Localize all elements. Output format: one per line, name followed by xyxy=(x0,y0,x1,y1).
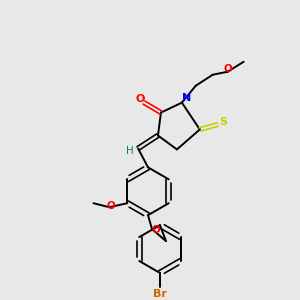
Text: O: O xyxy=(223,64,232,74)
Text: H: H xyxy=(126,146,134,156)
Text: O: O xyxy=(135,94,145,103)
Text: O: O xyxy=(107,201,116,211)
Text: N: N xyxy=(182,93,191,103)
Text: O: O xyxy=(152,225,160,235)
Text: S: S xyxy=(220,116,228,127)
Text: Br: Br xyxy=(153,289,167,299)
